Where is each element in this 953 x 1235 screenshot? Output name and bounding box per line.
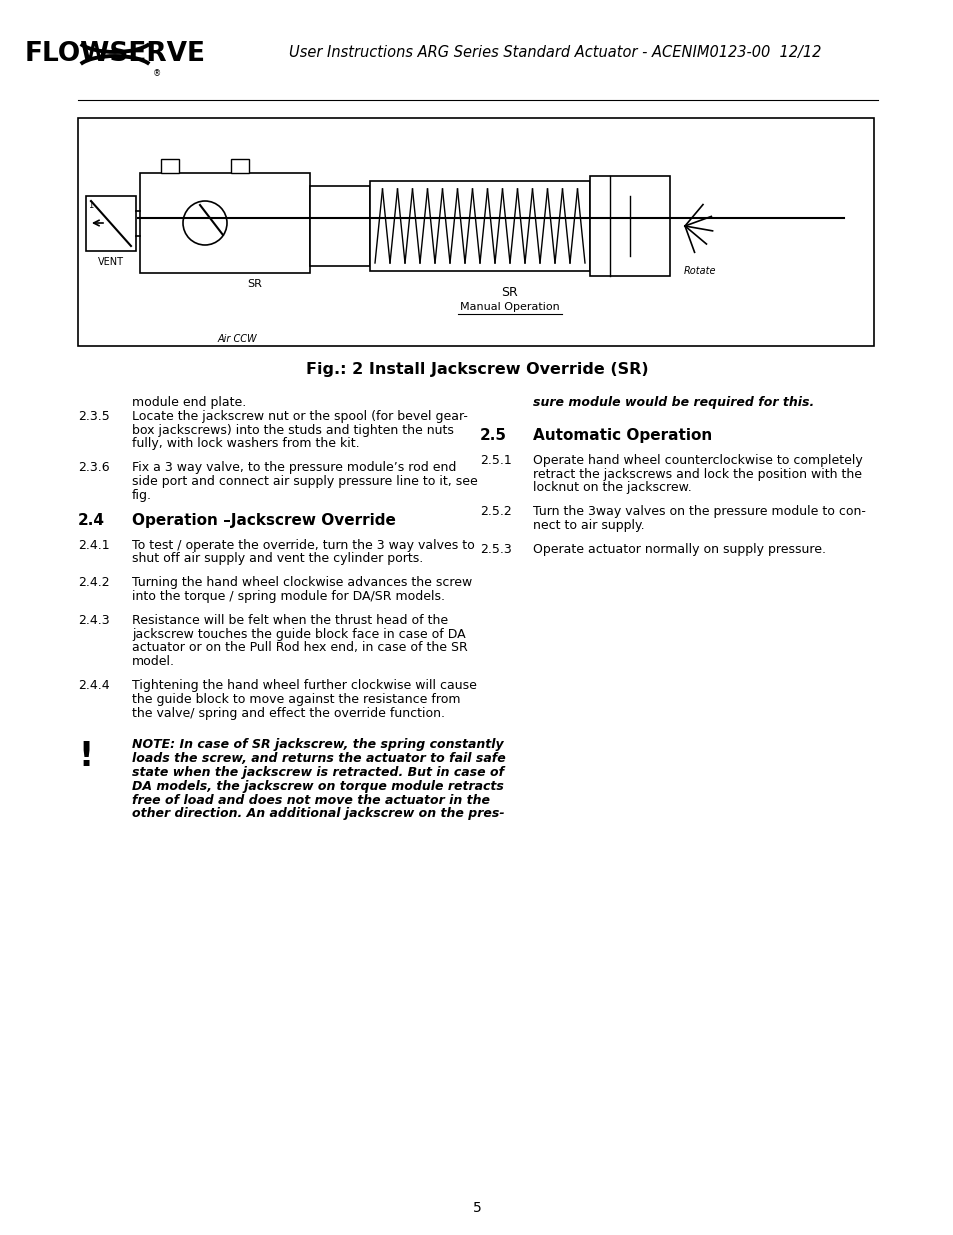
Text: box jackscrews) into the studs and tighten the nuts: box jackscrews) into the studs and tight… <box>132 424 454 437</box>
Text: 2.4.4: 2.4.4 <box>78 679 110 692</box>
Text: Turn the 3way valves on the pressure module to con-: Turn the 3way valves on the pressure mod… <box>533 505 865 519</box>
Text: the valve/ spring and effect the override function.: the valve/ spring and effect the overrid… <box>132 706 444 720</box>
Text: into the torque / spring module for DA/SR models.: into the torque / spring module for DA/S… <box>132 590 444 603</box>
Text: Operate actuator normally on supply pressure.: Operate actuator normally on supply pres… <box>533 543 825 556</box>
Bar <box>370 182 589 270</box>
Text: 2.5.3: 2.5.3 <box>479 543 511 556</box>
Text: actuator or on the Pull Rod hex end, in case of the SR: actuator or on the Pull Rod hex end, in … <box>132 641 467 655</box>
Text: SR: SR <box>247 279 262 289</box>
Text: Air CCW: Air CCW <box>218 333 257 345</box>
Text: NOTE: In case of SR jackscrew, the spring constantly: NOTE: In case of SR jackscrew, the sprin… <box>132 739 503 751</box>
Text: Turning the hand wheel clockwise advances the screw: Turning the hand wheel clockwise advance… <box>132 577 472 589</box>
Text: shut off air supply and vent the cylinder ports.: shut off air supply and vent the cylinde… <box>132 552 423 566</box>
Text: fully, with lock washers from the kit.: fully, with lock washers from the kit. <box>132 437 359 451</box>
Text: 2.3.5: 2.3.5 <box>78 410 110 422</box>
Bar <box>161 159 179 173</box>
Text: Manual Operation: Manual Operation <box>459 303 559 312</box>
Text: sure module would be required for this.: sure module would be required for this. <box>533 396 814 409</box>
Text: fig.: fig. <box>132 489 152 501</box>
Text: 2.4.3: 2.4.3 <box>78 614 110 627</box>
Bar <box>78 119 873 346</box>
Text: DA models, the jackscrew on torque module retracts: DA models, the jackscrew on torque modul… <box>132 779 503 793</box>
Text: 2.5.2: 2.5.2 <box>479 505 511 519</box>
Text: Fix a 3 way valve, to the pressure module’s rod end: Fix a 3 way valve, to the pressure modul… <box>132 461 456 474</box>
Bar <box>231 159 249 173</box>
Bar <box>140 173 310 273</box>
Text: loads the screw, and returns the actuator to fail safe: loads the screw, and returns the actuato… <box>132 752 505 766</box>
Text: nect to air supply.: nect to air supply. <box>533 519 644 532</box>
Text: 1: 1 <box>88 201 93 210</box>
Text: 2.4.1: 2.4.1 <box>78 538 110 552</box>
Text: module end plate.: module end plate. <box>132 396 246 409</box>
Text: VENT: VENT <box>98 257 124 267</box>
Text: Locate the jackscrew nut or the spool (for bevel gear-: Locate the jackscrew nut or the spool (f… <box>132 410 467 422</box>
Text: 2.5.1: 2.5.1 <box>479 453 511 467</box>
Text: Automatic Operation: Automatic Operation <box>533 427 712 443</box>
Text: Rotate: Rotate <box>683 266 716 275</box>
Text: state when the jackscrew is retracted. But in case of: state when the jackscrew is retracted. B… <box>132 766 503 779</box>
Text: Fig.: 2 Install Jackscrew Override (SR): Fig.: 2 Install Jackscrew Override (SR) <box>305 362 648 377</box>
Text: SR: SR <box>501 287 517 299</box>
Text: 5: 5 <box>472 1200 481 1215</box>
Text: the guide block to move against the resistance from: the guide block to move against the resi… <box>132 693 460 705</box>
Text: Operate hand wheel counterclockwise to completely: Operate hand wheel counterclockwise to c… <box>533 453 862 467</box>
Text: other direction. An additional jackscrew on the pres-: other direction. An additional jackscrew… <box>132 808 504 820</box>
Text: side port and connect air supply pressure line to it, see: side port and connect air supply pressur… <box>132 475 477 488</box>
Text: jackscrew touches the guide block face in case of DA: jackscrew touches the guide block face i… <box>132 627 465 641</box>
Bar <box>86 196 136 251</box>
Text: Tightening the hand wheel further clockwise will cause: Tightening the hand wheel further clockw… <box>132 679 476 692</box>
Text: Operation –Jackscrew Override: Operation –Jackscrew Override <box>132 513 395 527</box>
Text: FLOWSERVE: FLOWSERVE <box>25 41 205 67</box>
Text: Resistance will be felt when the thrust head of the: Resistance will be felt when the thrust … <box>132 614 448 627</box>
Text: 2.5: 2.5 <box>479 427 506 443</box>
Bar <box>589 177 669 275</box>
Text: ®: ® <box>152 69 161 79</box>
Text: 2.4.2: 2.4.2 <box>78 577 110 589</box>
Text: 2.4: 2.4 <box>78 513 105 527</box>
Text: retract the jackscrews and lock the position with the: retract the jackscrews and lock the posi… <box>533 468 862 480</box>
Text: To test / operate the override, turn the 3 way valves to: To test / operate the override, turn the… <box>132 538 475 552</box>
Text: User Instructions ARG Series Standard Actuator - ACENIM0123-00  12/12: User Instructions ARG Series Standard Ac… <box>289 44 821 59</box>
Text: locknut on the jackscrew.: locknut on the jackscrew. <box>533 482 691 494</box>
Text: !: ! <box>78 741 93 773</box>
Bar <box>310 186 370 266</box>
Text: 2.3.6: 2.3.6 <box>78 461 110 474</box>
Text: free of load and does not move the actuator in the: free of load and does not move the actua… <box>132 794 490 806</box>
Text: model.: model. <box>132 656 174 668</box>
